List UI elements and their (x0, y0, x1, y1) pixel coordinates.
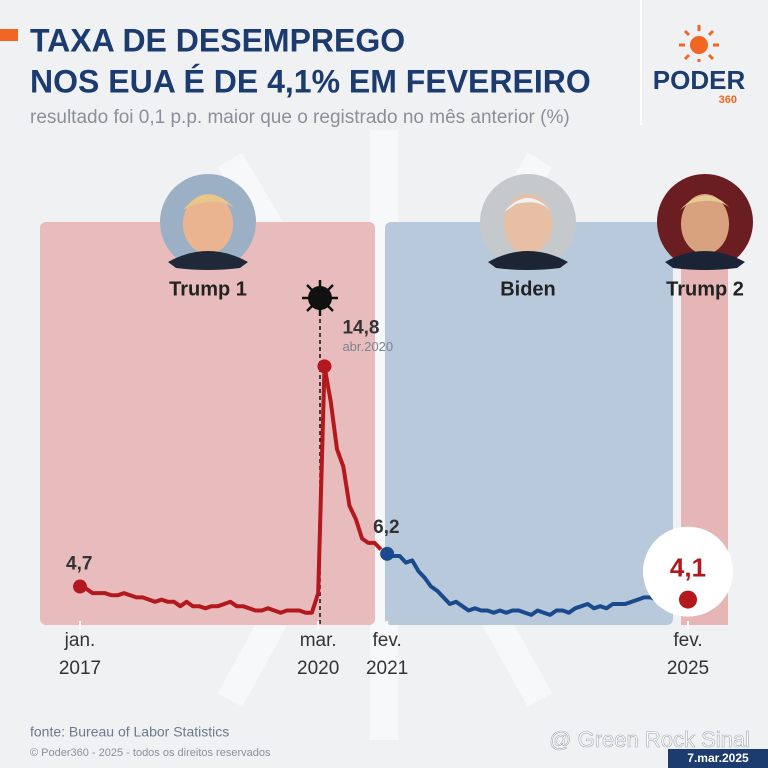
point (679, 590, 697, 609)
value-label: 4,7 (66, 554, 92, 575)
date: 7.mar.2025 (687, 751, 749, 765)
portrait (160, 174, 256, 270)
source: fonte: Bureau of Labor Statistics (30, 724, 229, 740)
portrait (480, 174, 576, 270)
value-label: 4,1 (670, 552, 706, 582)
period-region (385, 222, 673, 625)
series-line (386, 551, 683, 617)
period-label: Trump 2 (666, 278, 744, 300)
date-badge (668, 749, 768, 768)
subtitle: resultado foi 0,1 p.p. maior que o regis… (30, 107, 570, 128)
x-tick-label: jan. 2017 (59, 630, 101, 679)
value-label: 14,8 (342, 317, 379, 338)
point (73, 579, 87, 594)
period-region (40, 222, 375, 625)
x-tick-label: fev. 2025 (667, 630, 709, 679)
accent-bar (0, 29, 18, 41)
period-label: Biden (500, 278, 556, 300)
virus-icon (302, 280, 338, 316)
watermark: @ Green Rock Sinal (549, 727, 750, 752)
logo-icon (679, 25, 719, 62)
x-tick-label: fev. 2021 (366, 630, 408, 679)
point (317, 359, 332, 374)
period-label: Trump 1 (169, 278, 247, 300)
copyright: © Poder360 - 2025 - todos os direitos re… (30, 747, 271, 759)
point (380, 546, 395, 561)
highlight-bubble (643, 526, 733, 617)
logo-number: 360 (719, 94, 737, 106)
portrait (657, 174, 753, 270)
value-label: 6,2 (373, 517, 399, 538)
logo-name: PODER (653, 65, 746, 95)
title-line: NOS EUA É DE 4,1% EM FEVEREIRO (30, 63, 591, 99)
x-tick-label: mar. 2020 (297, 630, 339, 679)
series-line (79, 364, 383, 615)
annotation: abr.2020 (342, 339, 393, 354)
title-line: TAXA DE DESEMPREGO (30, 22, 405, 58)
